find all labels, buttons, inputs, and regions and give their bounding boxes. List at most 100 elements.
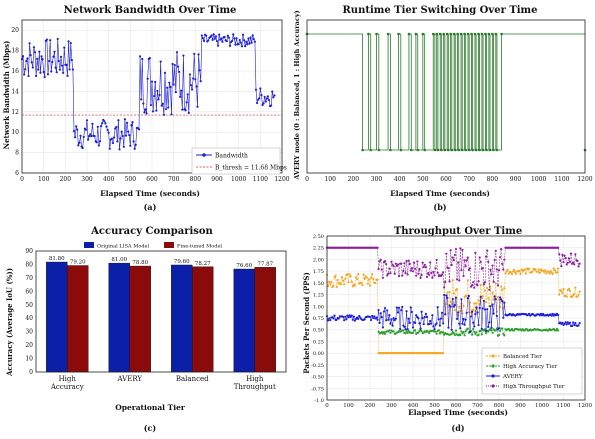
series-point	[454, 247, 458, 251]
bandwidth-point	[188, 73, 192, 76]
bandwidth-point	[93, 134, 96, 138]
series-point	[422, 322, 425, 326]
series-point	[333, 276, 336, 279]
bandwidth-point	[238, 38, 241, 42]
series-point	[454, 329, 458, 332]
series-point	[472, 281, 475, 284]
bandwidth-point	[81, 146, 84, 150]
bandwidth-point	[179, 95, 182, 98]
bandwidth-point	[71, 68, 75, 71]
series-point	[492, 280, 495, 283]
bandwidth-point	[58, 68, 62, 71]
series-point	[483, 289, 487, 292]
series-point	[466, 256, 469, 259]
series-point	[452, 259, 455, 262]
bandwidth-point	[47, 59, 51, 63]
series-point	[388, 314, 391, 317]
series-point	[452, 292, 455, 295]
series-point	[497, 269, 501, 272]
legend-original-lisa: Original LISA Model	[97, 244, 149, 250]
bandwidth-point	[68, 68, 71, 71]
x-tick-label: 600	[440, 176, 452, 183]
series-point	[351, 318, 354, 321]
bandwidth-point	[155, 109, 158, 112]
bandwidth-point	[205, 34, 208, 37]
bandwidth-point	[157, 98, 160, 101]
panel-a-plot-area: 0 100 200 300 400 500 600 700 800 900 1000 1100 1200…	[11, 19, 290, 183]
series-point	[437, 318, 440, 321]
series-point	[550, 314, 553, 317]
bandwidth-point	[261, 103, 264, 107]
mode-point	[443, 148, 447, 152]
series-point	[564, 321, 567, 324]
series-point	[503, 287, 506, 290]
panel-b-xlabel: Elapsed Time (seconds)	[390, 189, 490, 198]
series-point	[383, 332, 387, 335]
series-point	[431, 314, 434, 317]
series-point	[541, 312, 545, 316]
bandwidth-point	[49, 39, 52, 42]
series-point	[460, 330, 463, 333]
mode-point	[460, 148, 464, 152]
bandwidth-point	[265, 97, 268, 100]
series-point	[511, 270, 515, 273]
series-point	[459, 247, 462, 250]
series-point	[449, 300, 452, 303]
series-point	[578, 290, 581, 293]
series-point	[472, 327, 475, 331]
bandwidth-point	[166, 86, 169, 89]
series-point	[574, 322, 577, 325]
series-point	[460, 298, 463, 301]
series-point	[453, 309, 457, 312]
bandwidth-point	[173, 64, 176, 67]
series-point	[420, 310, 423, 313]
panel-a-caption: (a)	[144, 202, 157, 212]
x-tick-label: 900	[211, 176, 223, 183]
bandwidth-point	[213, 37, 216, 40]
series-point	[480, 297, 483, 300]
series-point	[414, 329, 417, 332]
series-point	[405, 260, 408, 263]
bandwidth-point	[129, 144, 132, 147]
bandwidth-point	[195, 85, 198, 88]
series-point	[336, 278, 339, 282]
series-point	[372, 316, 375, 320]
series-point	[462, 330, 465, 334]
series-point	[548, 272, 551, 275]
y-tick-label: 20	[25, 342, 33, 349]
mode-point	[470, 32, 473, 36]
series-point	[371, 314, 374, 318]
series-point	[492, 312, 495, 315]
bandwidth-point	[60, 64, 64, 67]
series-point	[350, 280, 353, 283]
x-tick-label: 800	[494, 403, 505, 409]
series-point	[466, 327, 469, 330]
bandwidth-point	[223, 35, 226, 39]
bandwidth-point	[108, 147, 111, 150]
bar-fine-tuned	[67, 265, 89, 373]
bandwidth-point	[185, 101, 188, 104]
series-point	[493, 295, 496, 298]
series-point	[330, 280, 333, 284]
x-tick-label: 700	[463, 176, 475, 183]
bandwidth-point	[215, 40, 219, 43]
series-point	[557, 267, 560, 270]
series-point	[512, 268, 516, 271]
series-point	[566, 261, 569, 264]
series-point	[392, 317, 395, 320]
mode-point	[407, 32, 411, 36]
series-point	[382, 310, 386, 313]
bandwidth-point	[266, 95, 270, 98]
series-point	[385, 319, 388, 322]
series-point	[449, 305, 452, 308]
y-tick-label: -1.0	[314, 398, 324, 404]
bandwidth-point	[216, 44, 220, 47]
y-tick-label: 12	[11, 109, 19, 116]
panel-c-legend: Original LISA Model Fine-tuned Model	[84, 242, 222, 250]
bandwidth-point	[115, 125, 118, 129]
y-tick-label: 0.75	[313, 316, 324, 322]
series-point	[472, 321, 475, 324]
series-point	[435, 322, 438, 325]
series-point	[485, 329, 488, 333]
series-point	[455, 317, 459, 321]
